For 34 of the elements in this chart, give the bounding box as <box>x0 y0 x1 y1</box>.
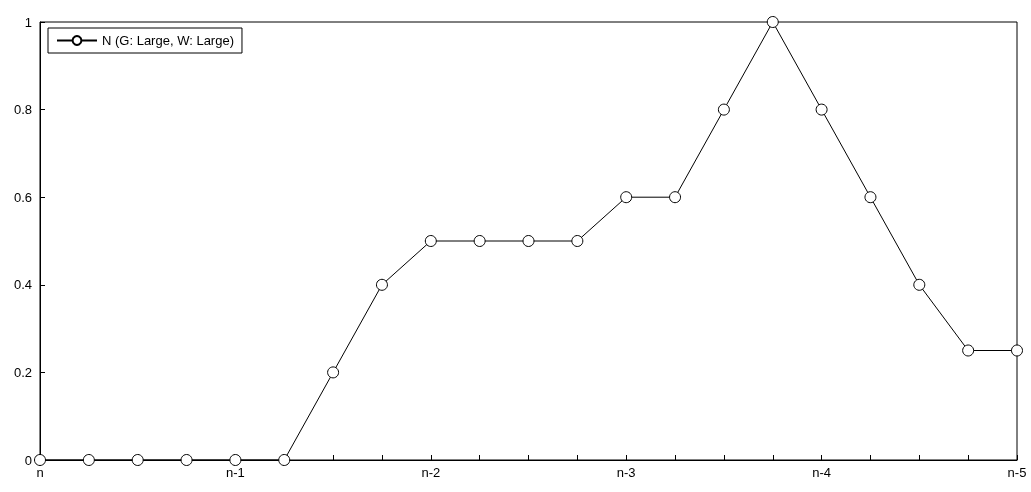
point <box>82 454 95 466</box>
point <box>717 103 730 116</box>
x-tick-label: n-2 <box>421 465 441 480</box>
y-tick-label: 0.2 <box>13 364 32 380</box>
point <box>620 191 633 204</box>
x-tick-label: n-4 <box>812 465 831 480</box>
y-tick-label: 0 <box>24 452 32 468</box>
point <box>864 191 877 204</box>
point <box>571 235 584 247</box>
point <box>34 454 46 466</box>
point <box>180 454 193 466</box>
x-tick-label: n-3 <box>616 465 636 480</box>
x-tick-label: n-5 <box>1007 465 1027 480</box>
point <box>913 278 926 291</box>
point <box>473 235 486 247</box>
point <box>766 16 779 28</box>
point <box>1011 344 1023 357</box>
legend-label: N (G: Large, W: Large) <box>102 33 234 48</box>
point <box>424 235 437 247</box>
point <box>131 454 144 466</box>
point <box>962 344 975 357</box>
point <box>327 366 340 379</box>
x-tick-label: n-1 <box>226 465 245 480</box>
y-tick-label: 0.6 <box>13 189 32 205</box>
point <box>669 191 682 204</box>
point <box>278 454 291 466</box>
y-tick-label: 0.8 <box>13 102 32 118</box>
point <box>815 103 828 116</box>
point <box>229 454 242 466</box>
point <box>375 278 388 291</box>
y-tick-label: 0.4 <box>13 277 32 293</box>
point <box>522 235 535 247</box>
x-tick-label: n <box>36 465 44 480</box>
y-tick-label: 1 <box>24 14 32 30</box>
